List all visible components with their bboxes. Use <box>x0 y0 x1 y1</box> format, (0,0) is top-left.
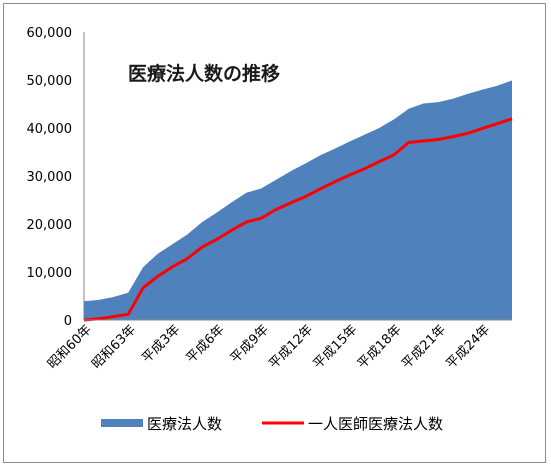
y-tick-label: 30,000 <box>27 170 73 185</box>
x-tick-label: 平成24年 <box>443 322 493 372</box>
chart-frame: 0 10,000 20,000 30,000 40,000 50,000 60,000 昭和… <box>3 3 546 463</box>
plot-area <box>83 80 513 322</box>
legend: 医療法人数 一人医師医療法人数 <box>101 415 443 433</box>
y-tick-label: 20,000 <box>27 218 73 233</box>
chart-title: 医療法人数の推移 <box>128 62 280 85</box>
y-tick-label: 0 <box>64 314 72 329</box>
y-tick-label: 60,000 <box>27 26 73 41</box>
x-tick-label: 平成3年 <box>139 322 183 366</box>
y-axis: 0 10,000 20,000 30,000 40,000 50,000 60,000 <box>27 26 85 329</box>
x-tick-label: 平成12年 <box>266 322 316 372</box>
legend-line-label: 一人医師医療法人数 <box>308 415 443 433</box>
x-tick-label: 平成9年 <box>228 322 272 366</box>
x-tick-label: 昭和60年 <box>45 322 95 372</box>
y-tick-label: 10,000 <box>27 266 73 281</box>
x-tick-label: 昭和63年 <box>89 322 139 372</box>
legend-area-swatch <box>101 419 143 427</box>
line-series-single-physician <box>83 117 513 322</box>
legend-area-label: 医療法人数 <box>147 415 222 433</box>
x-tick-label: 平成18年 <box>355 322 405 372</box>
chart-svg: 0 10,000 20,000 30,000 40,000 50,000 60,000 昭和… <box>27 26 513 433</box>
x-tick-label: 平成21年 <box>399 322 449 372</box>
y-tick-label: 40,000 <box>27 122 73 137</box>
x-tick-label: 平成6年 <box>184 322 228 366</box>
y-tick-label: 50,000 <box>27 74 73 89</box>
x-tick-label: 平成15年 <box>311 322 361 372</box>
